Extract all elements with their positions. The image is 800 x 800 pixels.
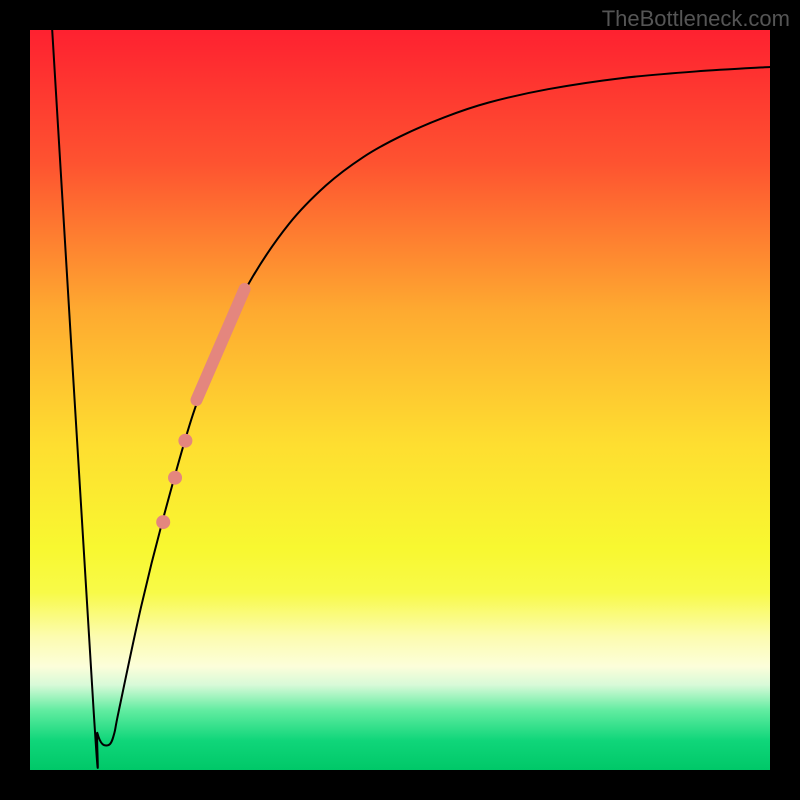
bottleneck-chart bbox=[0, 0, 800, 800]
watermark-text: TheBottleneck.com bbox=[602, 6, 790, 32]
highlight-dot bbox=[156, 515, 170, 529]
plot-area bbox=[30, 30, 770, 770]
highlight-dot bbox=[168, 471, 182, 485]
highlight-dot bbox=[178, 434, 192, 448]
